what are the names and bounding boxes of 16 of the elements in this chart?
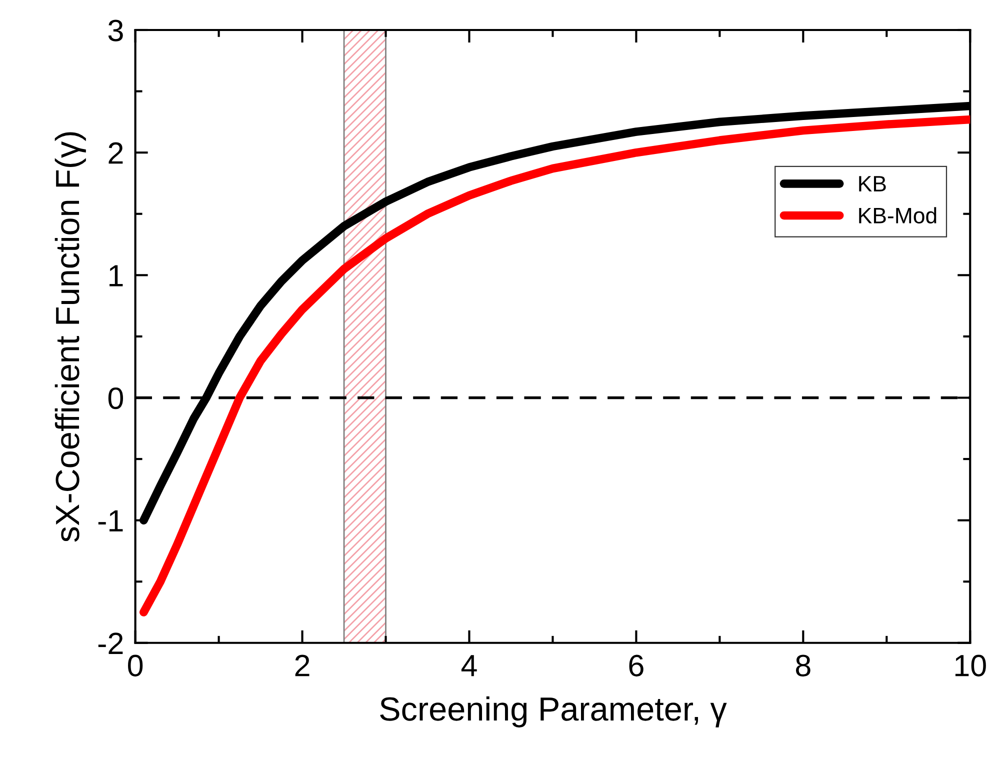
x-tick-label: 6 [629,654,644,676]
y-tick-label: 1 [110,265,123,286]
x-axis-title: Screening Parameter, γ [380,696,727,728]
x-tick-label: 4 [461,655,477,676]
x-tick-label: 10 [955,654,986,676]
y-tick-label: 2 [108,142,123,164]
y-axis-title: sX-Coefficient Function F(γ) [54,132,86,542]
legend-label: KB-Mod [859,207,936,224]
y-tick-label: -1 [98,510,123,532]
y-tick-label: -2 [98,632,123,654]
x-tick-label: 8 [796,654,810,676]
y-tick-label: 0 [108,387,124,410]
legend-label: KB [859,176,886,192]
y-tick-label: 3 [108,20,123,42]
x-tick-label: 2 [295,654,310,676]
x-tick-label: 0 [128,654,143,676]
